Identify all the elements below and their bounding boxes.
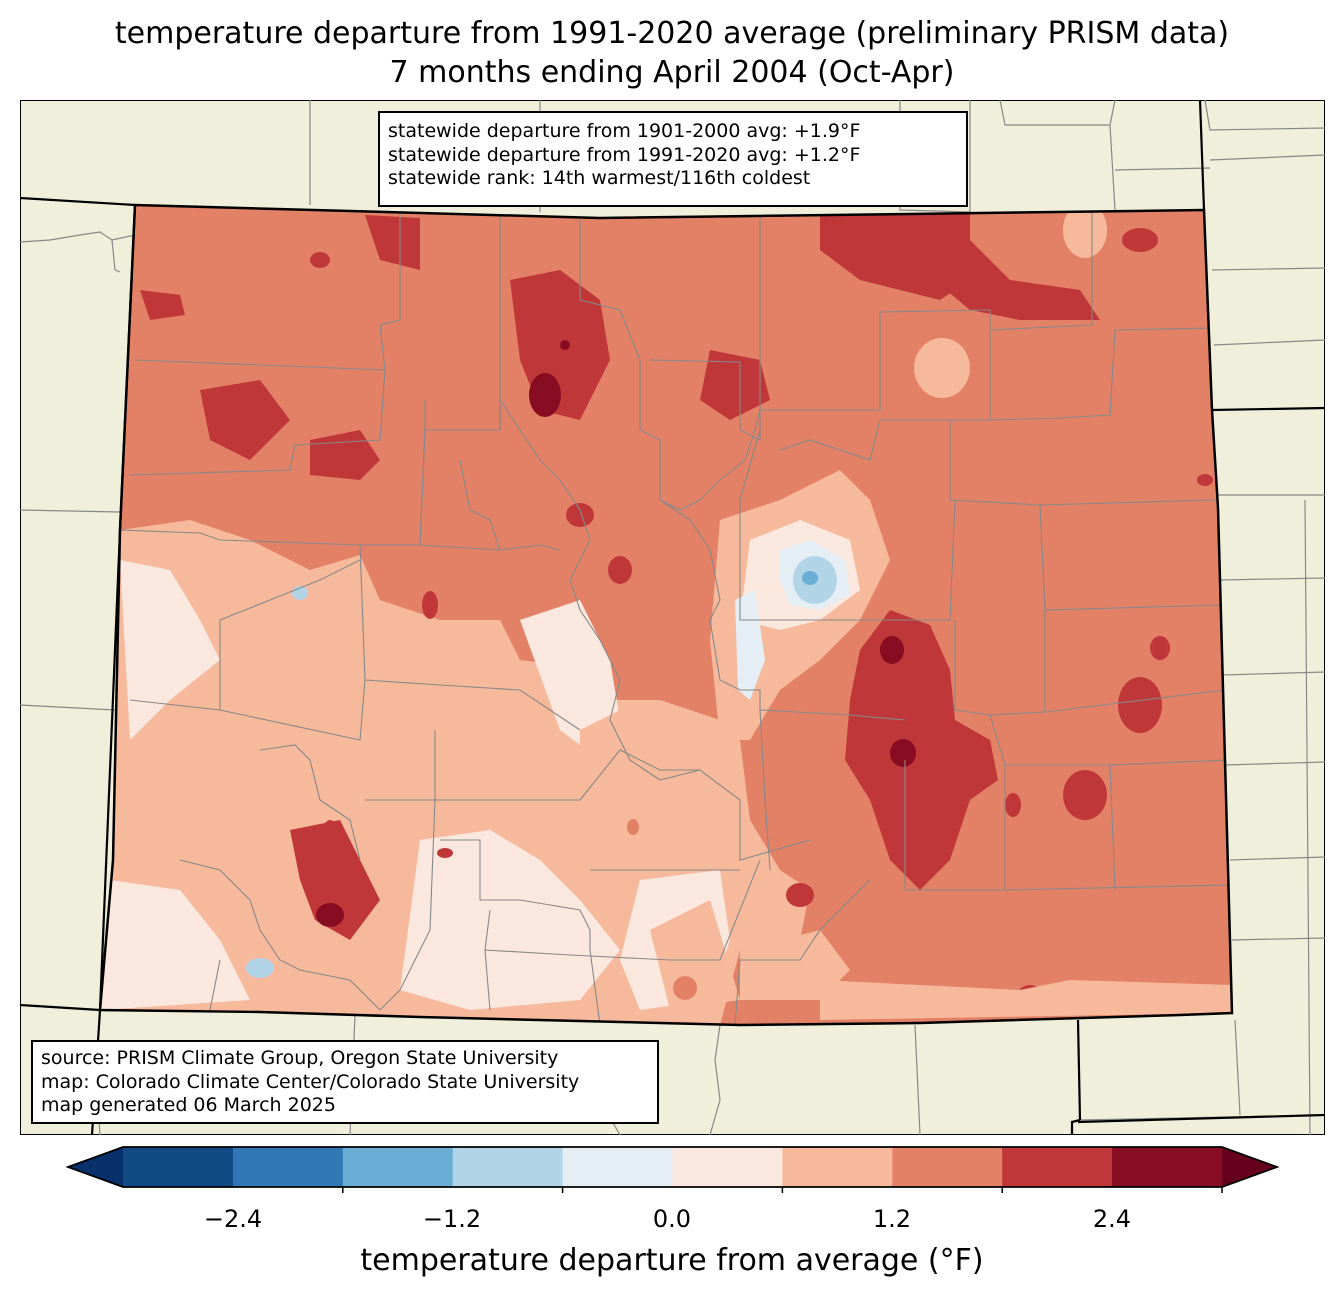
colorbar-bin	[452, 1147, 564, 1187]
colorbar-bin	[342, 1147, 454, 1187]
region-warm-southeast	[845, 610, 998, 890]
colorbar-bin	[562, 1147, 673, 1187]
colorbar-bin	[1002, 1147, 1113, 1187]
neighbor-county-lines	[20, 100, 1325, 1135]
colorbar-bin	[672, 1147, 783, 1187]
colorbar-tick-label: 2.4	[1092, 1205, 1132, 1233]
map-credit-line: map: Colorado Climate Center/Colorado St…	[41, 1070, 580, 1093]
source-credits-box: source: PRISM Climate Group, Oregon Stat…	[31, 1040, 659, 1124]
map-generated-line: map generated 06 March 2025	[41, 1094, 336, 1116]
colorbar-tick-label: 0.0	[652, 1205, 692, 1233]
colorbar-bin	[1112, 1147, 1223, 1187]
colorbar-bin	[123, 1147, 234, 1187]
stats-line-rank: statewide rank: 14th warmest/116th colde…	[388, 167, 811, 189]
colorbar-extend-high	[1222, 1147, 1277, 1187]
colorbar-bin	[232, 1147, 344, 1187]
colorbar-tick-label: −2.4	[203, 1205, 263, 1233]
stats-line-1991-2020: statewide departure from 1991-2020 avg: …	[388, 143, 861, 166]
colorbar-bin	[782, 1147, 893, 1187]
map-title-line1: temperature departure from 1991-2020 ave…	[114, 16, 1230, 51]
stats-line-1901-2000: statewide departure from 1901-2000 avg: …	[388, 120, 861, 142]
colorbar-extend-low	[68, 1147, 123, 1187]
temperature-field	[100, 205, 1232, 1025]
colorbar-label: temperature departure from average (°F)	[360, 1243, 984, 1278]
map-title-line2: 7 months ending April 2004 (Oct-Apr)	[389, 55, 955, 90]
region-light-southwest	[100, 520, 810, 1025]
source-line: source: PRISM Climate Group, Oregon Stat…	[41, 1047, 559, 1069]
colorado-county-lines	[119, 205, 1231, 1025]
statewide-stats-box: statewide departure from 1901-2000 avg: …	[378, 111, 968, 207]
colorado-state-border	[98, 203, 1234, 1027]
colorbar	[65, 1146, 1280, 1193]
colorbar-tick-label: −1.2	[422, 1205, 482, 1233]
colorbar-tick-label: 1.2	[872, 1205, 912, 1233]
colorbar-bin	[892, 1147, 1003, 1187]
colorbar-outline	[65, 1146, 1280, 1188]
colorado-temperature-map	[20, 100, 1325, 1135]
